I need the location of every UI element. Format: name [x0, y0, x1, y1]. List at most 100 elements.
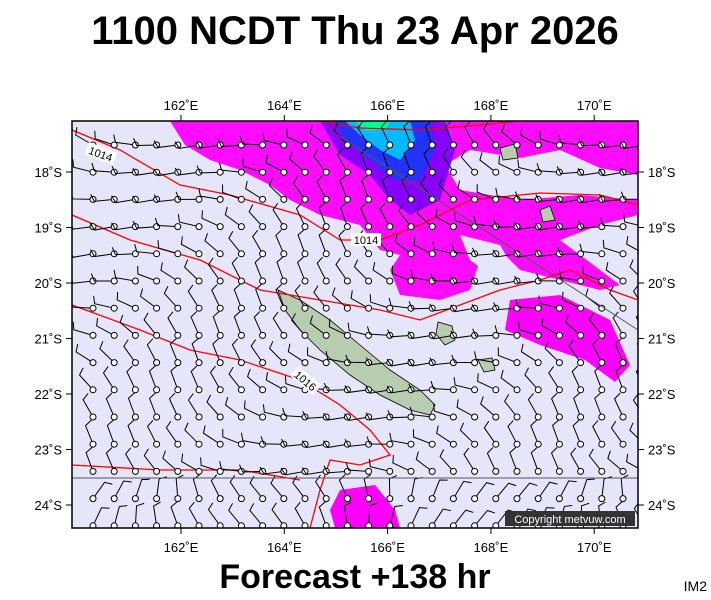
- wind-barb: [477, 373, 497, 391]
- lon-label: 164˚E: [267, 98, 302, 113]
- station: [322, 250, 330, 258]
- wind-barb: [548, 366, 560, 391]
- wind-barb: [474, 351, 496, 364]
- wind-barb: [323, 465, 348, 474]
- station: [534, 331, 542, 339]
- station: [492, 413, 500, 421]
- wind-barb: [132, 167, 157, 176]
- wind-barb: [409, 406, 433, 418]
- station: [428, 250, 436, 258]
- wind-barb: [318, 229, 327, 254]
- station: [386, 440, 394, 448]
- station: [322, 495, 330, 503]
- wind-barb: [432, 241, 454, 255]
- station: [216, 413, 224, 421]
- station: [492, 467, 500, 475]
- wind-barb: [297, 229, 306, 254]
- wind-barb: [471, 247, 496, 256]
- wind-barb: [453, 377, 475, 391]
- station: [619, 223, 627, 231]
- boundary-line: [329, 129, 639, 331]
- wind-barb: [460, 149, 475, 173]
- wind-barb: [94, 130, 115, 146]
- wind-barb: [333, 122, 348, 146]
- wind-barb: [331, 287, 348, 309]
- wind-barb: [313, 149, 327, 173]
- station: [343, 223, 351, 231]
- station: [89, 467, 97, 475]
- station: [598, 277, 606, 285]
- copyright: Copyright metvuw.com: [514, 514, 625, 526]
- wind-barb: [598, 194, 624, 203]
- wind-barb: [338, 474, 348, 499]
- wind-barb: [535, 194, 560, 203]
- wind-barb: [372, 262, 391, 282]
- station: [174, 331, 182, 339]
- wind-barb: [82, 393, 94, 418]
- station: [153, 440, 161, 448]
- station: [386, 223, 394, 231]
- wind-barb: [517, 159, 539, 173]
- station: [407, 168, 415, 176]
- station: [195, 467, 203, 475]
- wind-barb: [190, 365, 200, 390]
- wind-barb: [207, 502, 221, 527]
- wind-barb: [530, 419, 539, 445]
- station: [301, 522, 309, 528]
- wind-barb: [498, 155, 518, 173]
- station: [365, 223, 373, 231]
- station: [110, 495, 118, 503]
- station: [619, 467, 627, 475]
- station: [195, 304, 203, 312]
- wind-barb: [170, 501, 179, 526]
- wind-barb: [280, 467, 306, 476]
- wind-barb: [536, 163, 560, 173]
- station: [555, 495, 563, 503]
- station: [577, 467, 585, 475]
- wind-barb: [464, 121, 476, 146]
- wind-barb: [556, 195, 581, 204]
- station: [407, 495, 415, 503]
- wind-barb: [514, 275, 539, 284]
- wind-barb: [175, 191, 200, 200]
- wind-barb: [167, 311, 179, 336]
- lat-label: 24˚S: [648, 498, 676, 513]
- wind-barb: [535, 249, 560, 257]
- station: [89, 386, 97, 394]
- wind-barb: [387, 410, 412, 419]
- station: [386, 467, 394, 475]
- wind-barb: [516, 482, 538, 499]
- station: [131, 440, 139, 448]
- station: [428, 440, 436, 448]
- station: [407, 223, 415, 231]
- wind-barb: [366, 326, 390, 336]
- wind-barb: [260, 436, 284, 445]
- wind-barbs: [72, 121, 647, 528]
- wind-barb: [550, 392, 560, 418]
- wind-barb: [530, 446, 539, 472]
- station: [365, 250, 373, 258]
- wind-barb: [146, 338, 158, 363]
- wind-barb: [408, 383, 433, 392]
- station: [216, 304, 224, 312]
- wind-barb: [134, 478, 150, 499]
- wind-barb: [212, 338, 221, 363]
- station: [641, 305, 647, 311]
- wind-barb: [360, 202, 370, 227]
- wind-barb: [165, 420, 179, 445]
- wind-barb: [558, 480, 577, 499]
- wind-barb: [96, 317, 115, 336]
- wind-barb: [297, 256, 306, 282]
- station: [195, 195, 203, 203]
- wind-barb: [195, 140, 221, 149]
- wind-barb: [347, 322, 369, 336]
- station: [407, 522, 415, 528]
- wind-barb: [435, 208, 454, 228]
- wind-barb: [301, 440, 327, 449]
- wind-barb: [483, 420, 497, 445]
- wind-barb: [457, 180, 475, 200]
- lon-label: 170˚E: [577, 98, 612, 113]
- wind-barb: [325, 351, 348, 364]
- wind-barb: [445, 121, 454, 146]
- wind-barb: [302, 410, 327, 419]
